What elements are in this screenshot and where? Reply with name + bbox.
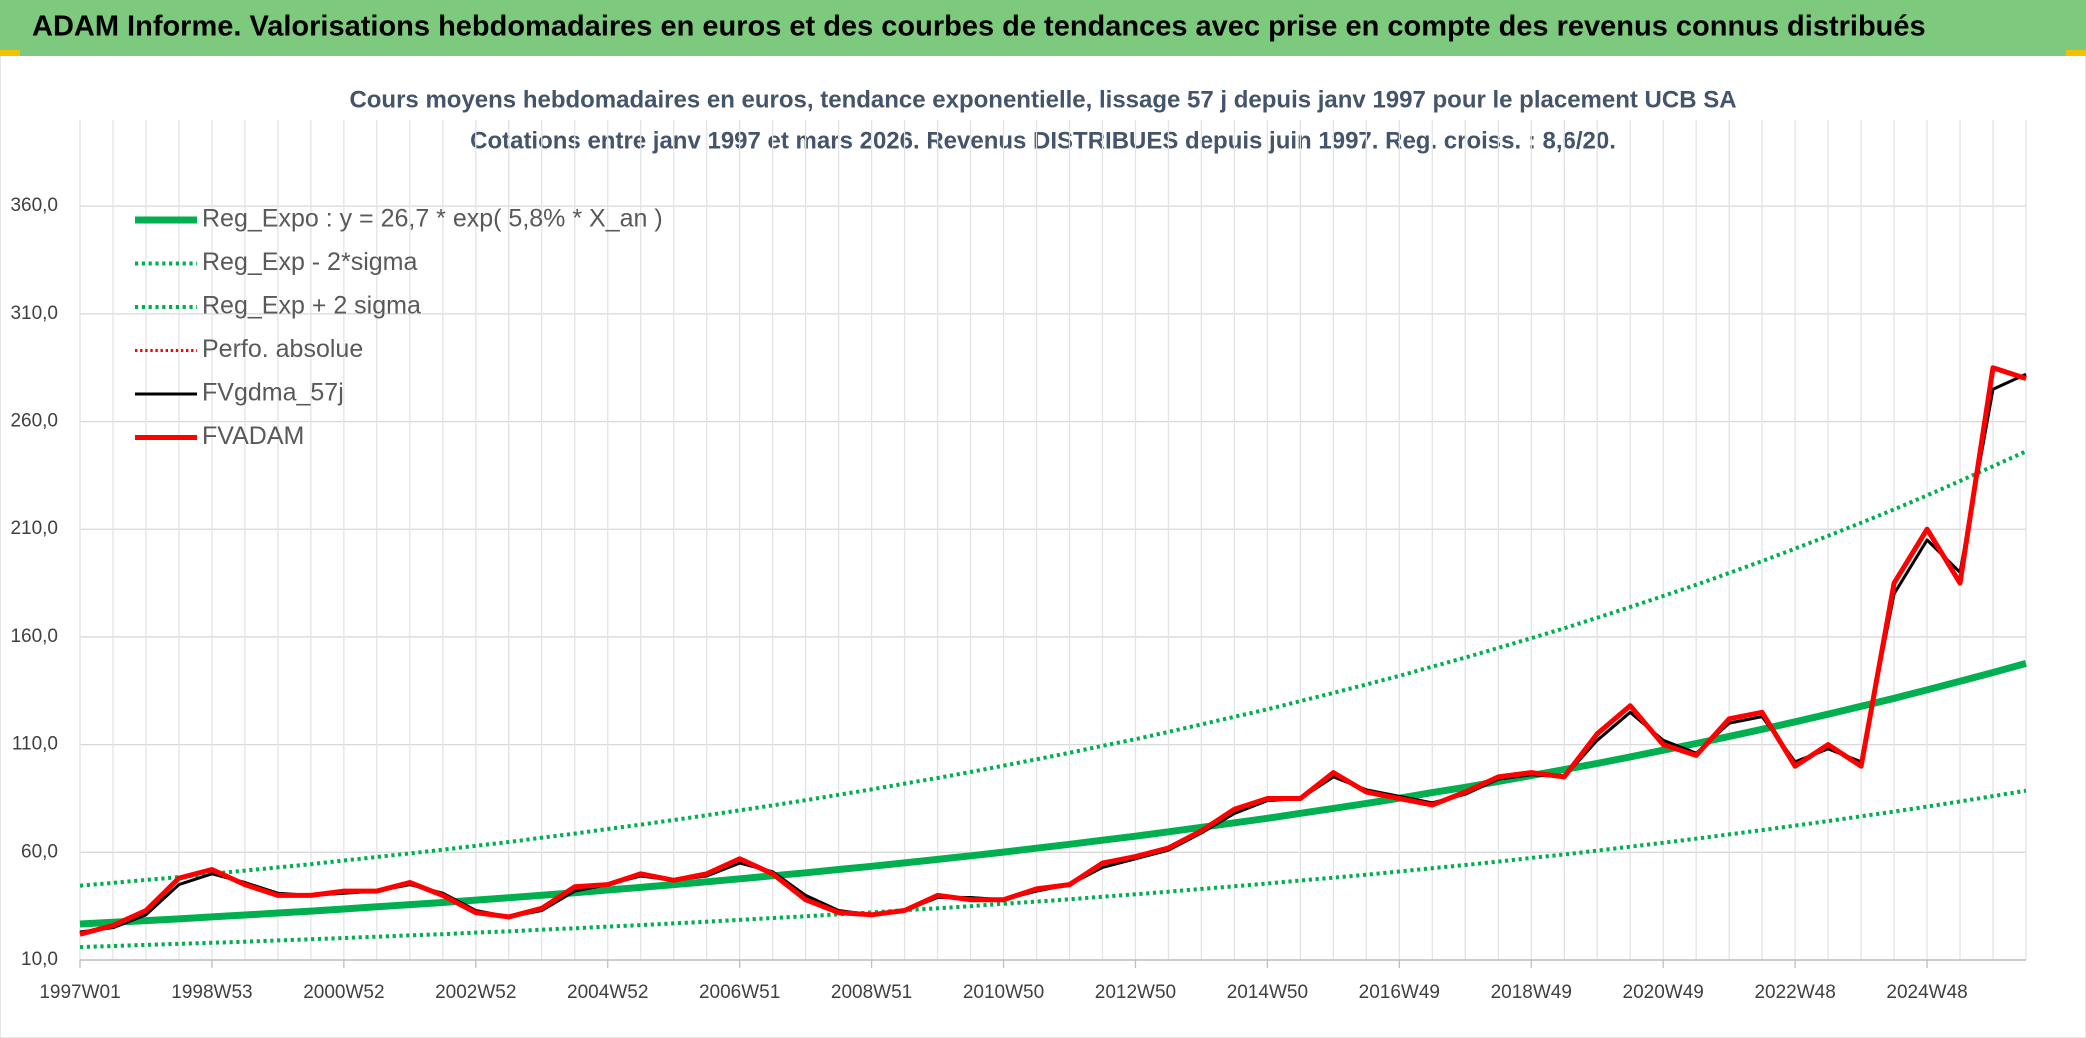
y-tick-label: 210,0	[10, 518, 58, 539]
x-tick-label: 2018W49	[1491, 982, 1572, 1003]
x-tick-label: 1997W01	[39, 982, 120, 1003]
y-tick-label: 310,0	[10, 303, 58, 324]
legend-label: Reg_Exp - 2*sigma	[202, 248, 417, 276]
chart-title: Cours moyens hebdomadaires en euros, ten…	[349, 86, 1736, 113]
y-tick-label: 160,0	[10, 626, 58, 647]
corner	[2066, 50, 2086, 56]
y-tick-label: 360,0	[10, 195, 58, 216]
x-tick-label: 2020W49	[1623, 982, 1704, 1003]
corner	[0, 50, 20, 56]
x-tick-label: 2022W48	[1754, 982, 1835, 1003]
header-band	[0, 0, 2086, 56]
x-tick-label: 2004W52	[567, 982, 648, 1003]
series-line	[79, 365, 2027, 937]
y-tick-label: 60,0	[21, 841, 58, 862]
series-line	[79, 449, 2027, 888]
series-line	[79, 660, 2027, 928]
legend-label: Perfo. absolue	[202, 335, 363, 363]
x-tick-label: 2006W51	[699, 982, 780, 1003]
legend-label: FVADAM	[202, 422, 304, 450]
x-tick-label: 1998W53	[171, 982, 252, 1003]
x-tick-label: 2002W52	[435, 982, 516, 1003]
x-tick-label: 2010W50	[963, 982, 1044, 1003]
x-tick-label: 2012W50	[1095, 982, 1176, 1003]
x-tick-label: 2000W52	[303, 982, 384, 1003]
x-tick-label: 2024W48	[1886, 982, 1967, 1003]
y-tick-label: 110,0	[12, 734, 58, 755]
header: ADAM Informe. Valorisations hebdomadaire…	[32, 11, 1926, 43]
chart-subtitle: Cotations entre janv 1997 et mars 2026. …	[470, 127, 1616, 154]
y-tick-label: 260,0	[10, 411, 58, 432]
x-tick-label: 2016W49	[1359, 982, 1440, 1003]
x-tick-label: 2008W51	[831, 982, 912, 1003]
y-tick-label: 10,0	[21, 949, 58, 970]
series-line	[79, 788, 2027, 950]
x-tick-label: 2014W50	[1227, 982, 1308, 1003]
legend-label: Reg_Exp + 2 sigma	[202, 292, 421, 320]
legend-label: Reg_Expo : y = 26,7 * exp( 5,8% * X_an )	[202, 205, 663, 233]
legend-label: FVgdma_57j	[202, 379, 344, 407]
